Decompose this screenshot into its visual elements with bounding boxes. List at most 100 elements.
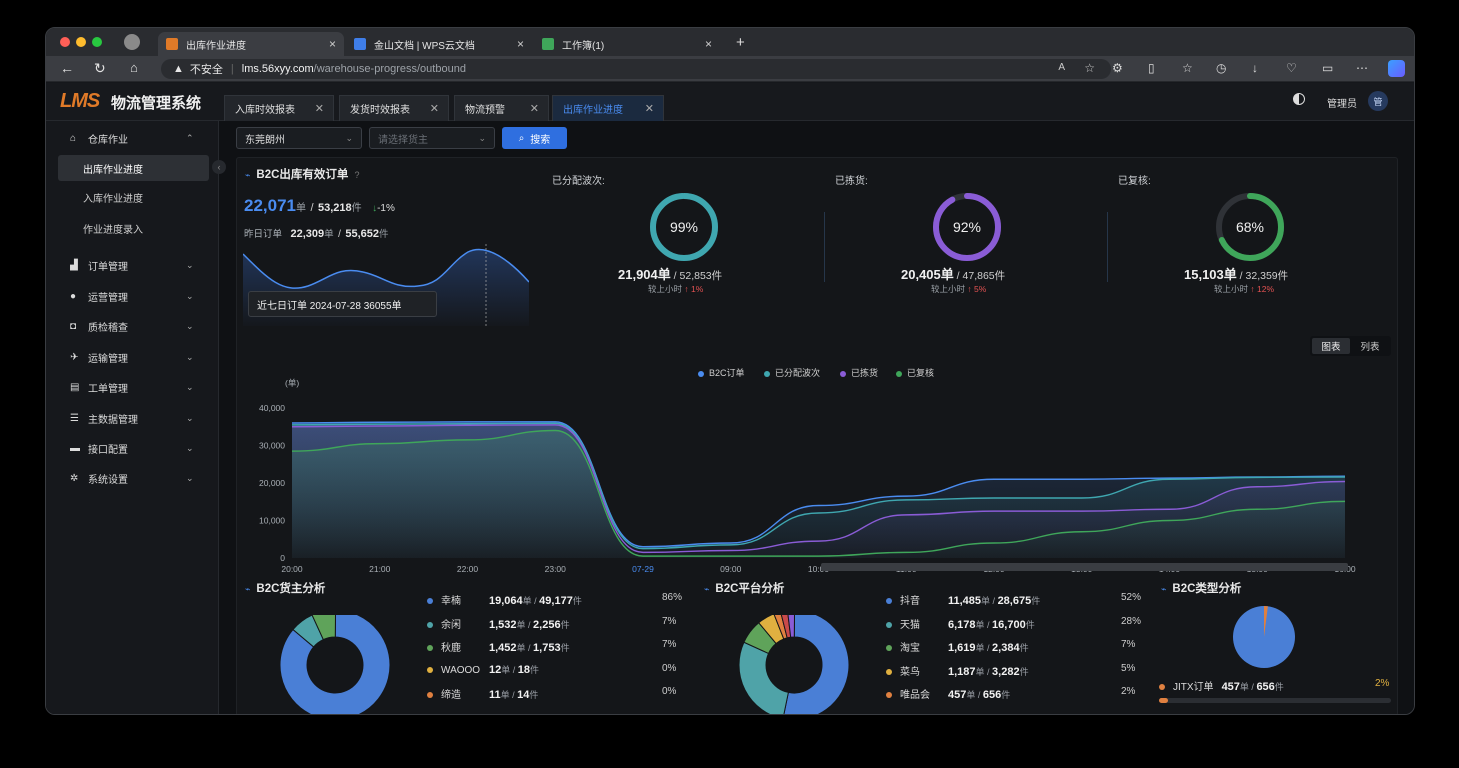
close-tab-icon[interactable]: ✕ bbox=[314, 103, 324, 115]
donut-slice bbox=[783, 615, 850, 714]
screenshot-icon[interactable]: ▭ bbox=[1322, 61, 1334, 75]
page-tab-outbound-progress[interactable]: 出库作业进度 ✕ bbox=[552, 95, 664, 121]
gear-icon: ✲ bbox=[70, 472, 79, 484]
row-pct: 7% bbox=[1121, 639, 1136, 650]
browser-tab-workbook[interactable]: 工作簿(1) × bbox=[534, 32, 720, 56]
help-icon[interactable]: ? bbox=[354, 170, 360, 180]
legend-dot bbox=[427, 621, 433, 628]
section-title-text: B2C货主分析 bbox=[256, 583, 326, 595]
favorite-star-icon[interactable]: ☆ bbox=[1084, 61, 1095, 75]
sidebar-item-master-data[interactable]: ☰ 主数据管理 ⌄ bbox=[46, 403, 219, 433]
sidebar-item-orders[interactable]: ▟ 订单管理 ⌄ bbox=[46, 250, 219, 280]
warning-icon: ▲ bbox=[173, 63, 184, 75]
gauge-orders: 15,103单 bbox=[1184, 267, 1237, 282]
unit-order: 单 / bbox=[516, 619, 534, 630]
profile-icon[interactable] bbox=[124, 34, 140, 50]
b2c-order-count: 22,071 bbox=[244, 196, 296, 215]
type-name: JITX订单 bbox=[1173, 682, 1214, 693]
legend-item[interactable]: 已分配波次 bbox=[764, 366, 820, 379]
unit-piece: 件 bbox=[530, 664, 540, 675]
row-pct: 7% bbox=[662, 615, 677, 627]
sidebar-subitem-inbound-progress[interactable]: 入库作业进度 bbox=[58, 184, 209, 210]
sidebar-item-quality[interactable]: ◘ 质检稽查 ⌄ bbox=[46, 311, 219, 341]
collapse-sidebar-icon[interactable]: ‹ bbox=[212, 160, 226, 174]
row-name: 秋鹿 bbox=[441, 643, 461, 654]
page-tab-inbound-report[interactable]: 入库时效报表 ✕ bbox=[224, 95, 334, 121]
sidebar-item-operations[interactable]: ● 运营管理 ⌄ bbox=[46, 281, 219, 311]
row-name: 抖音 bbox=[900, 596, 920, 607]
donut-slice bbox=[787, 615, 796, 638]
close-tab-icon[interactable]: × bbox=[704, 37, 712, 51]
downloads-icon[interactable]: ↓ bbox=[1252, 61, 1258, 75]
sidebar-subitem-outbound-progress[interactable]: 出库作业进度 bbox=[58, 155, 209, 181]
airplane-icon: ✈ bbox=[70, 351, 79, 363]
legend-item[interactable]: 已复核 bbox=[896, 366, 934, 379]
new-tab-button[interactable]: + bbox=[736, 34, 745, 51]
close-window-button[interactable] bbox=[60, 37, 70, 47]
copilot-icon[interactable] bbox=[1388, 60, 1405, 77]
close-tab-icon[interactable]: ✕ bbox=[644, 103, 654, 115]
platform-donut-chart bbox=[738, 615, 850, 714]
chart-scrollbar[interactable] bbox=[821, 563, 1348, 571]
page-tab-shipping-report[interactable]: 发货时效报表 ✕ bbox=[339, 95, 449, 121]
gauge-progress bbox=[933, 193, 1001, 261]
sidebar-item-interface[interactable]: ▬ 接口配置 ⌄ bbox=[46, 433, 219, 463]
owner-select[interactable]: 请选择货主 ⌄ bbox=[369, 127, 495, 149]
history-icon[interactable]: ◷ bbox=[1216, 61, 1227, 75]
theme-toggle-icon[interactable] bbox=[1293, 93, 1305, 105]
page-tab-label: 物流预警 bbox=[465, 105, 505, 116]
row-orders: 457 bbox=[948, 689, 967, 701]
favorites-icon[interactable]: ☆ bbox=[1182, 61, 1193, 75]
page-tab-label: 发货时效报表 bbox=[350, 105, 410, 116]
unit-order: 单 / bbox=[516, 643, 534, 653]
x-tick-label: 10:00 bbox=[808, 564, 830, 573]
security-label[interactable]: 不安全 bbox=[189, 64, 223, 76]
close-tab-icon[interactable]: × bbox=[516, 37, 524, 51]
sidebar-subitem-progress-entry[interactable]: 作业进度录入 bbox=[58, 215, 209, 241]
row-pct: 0% bbox=[662, 686, 677, 697]
more-menu-icon[interactable]: ⋯ bbox=[1356, 61, 1368, 75]
row-name: WAOOO bbox=[441, 664, 481, 676]
list-view-button[interactable]: 列表 bbox=[1360, 342, 1380, 353]
maximize-window-button[interactable] bbox=[92, 37, 102, 47]
sidebar-item-label: 订单管理 bbox=[88, 261, 128, 273]
read-aloud-icon[interactable]: A bbox=[1058, 62, 1065, 73]
close-tab-icon[interactable]: ✕ bbox=[529, 103, 539, 115]
extensions-icon[interactable]: ⚙ bbox=[1112, 61, 1123, 75]
home-icon[interactable]: ⌂ bbox=[130, 60, 138, 75]
warehouse-select[interactable]: 东莞朗州 ⌄ bbox=[236, 127, 362, 149]
minimize-window-button[interactable] bbox=[76, 37, 86, 47]
sidebar: ⌂ 仓库作业 ⌃ 出库作业进度 入库作业进度 作业进度录入 ▟ 订单管理 ⌄ ● 运营… bbox=[46, 121, 219, 714]
browser-tab-outbound[interactable]: 出库作业进度 × bbox=[158, 32, 344, 56]
y-tick-label: 30,000 bbox=[259, 441, 285, 451]
sidebar-item-warehouse[interactable]: ⌂ 仓库作业 ⌃ bbox=[46, 123, 219, 153]
legend-item[interactable]: B2C订单 bbox=[698, 366, 745, 379]
sidebar-item-transport[interactable]: ✈ 运输管理 ⌄ bbox=[46, 342, 219, 372]
split-screen-icon[interactable]: ▯ bbox=[1148, 61, 1155, 75]
gauge-counts: 15,103单 / 32,359件 bbox=[1184, 264, 1288, 283]
url-field[interactable]: ▲ 不安全 | lms.56xyy.com/warehouse-progress… bbox=[161, 59, 1111, 79]
chevron-down-icon: ⌄ bbox=[186, 290, 194, 301]
row-pct: 86% bbox=[662, 592, 683, 603]
reload-icon[interactable]: ↻ bbox=[94, 60, 106, 76]
search-button[interactable]: ⌕ 搜索 bbox=[502, 127, 567, 149]
close-tab-icon[interactable]: × bbox=[328, 37, 336, 51]
legend-item[interactable]: 已拣货 bbox=[840, 366, 878, 379]
performance-icon[interactable]: ♡ bbox=[1286, 61, 1297, 75]
avatar[interactable]: 管 bbox=[1368, 91, 1388, 111]
chart-view-button[interactable]: 图表 bbox=[1312, 338, 1350, 354]
browser-tab-wps[interactable]: 金山文档 | WPS云文档 × bbox=[346, 32, 532, 56]
page-tab-logistics-alert[interactable]: 物流预警 ✕ bbox=[454, 95, 549, 121]
sidebar-item-tickets[interactable]: ▤ 工单管理 ⌄ bbox=[46, 372, 219, 402]
legend-dot bbox=[840, 370, 846, 377]
legend-dot bbox=[896, 370, 902, 377]
compare-label: 较上小时 bbox=[648, 284, 683, 294]
sidebar-item-settings[interactable]: ✲ 系统设置 ⌄ bbox=[46, 463, 219, 493]
user-name[interactable]: 管理员 bbox=[1327, 99, 1357, 110]
back-icon[interactable]: ← bbox=[60, 60, 74, 76]
close-tab-icon[interactable]: ✕ bbox=[429, 103, 439, 115]
gauge-orders: 21,904单 bbox=[618, 267, 671, 282]
unit-piece: 件 bbox=[1001, 690, 1011, 700]
unit-piece: 件 bbox=[351, 203, 362, 214]
donut-slice bbox=[738, 641, 789, 714]
